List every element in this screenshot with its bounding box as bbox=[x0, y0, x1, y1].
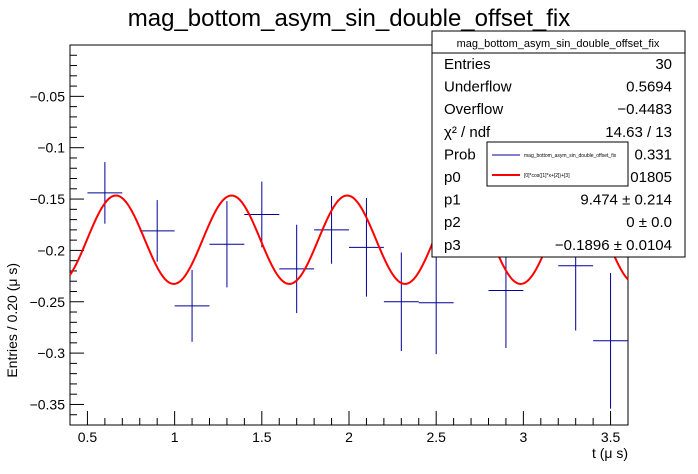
x-tick-label: 1 bbox=[171, 429, 179, 445]
y-tick-label: −0.2 bbox=[37, 242, 65, 258]
data-point bbox=[139, 200, 175, 262]
stats-value: 0.331 bbox=[634, 146, 672, 163]
y-tick-label: −0.15 bbox=[30, 191, 66, 207]
stats-value: 14.63 / 13 bbox=[605, 124, 672, 141]
data-point bbox=[383, 252, 419, 352]
chart-title: mag_bottom_asym_sin_double_offset_fix bbox=[128, 5, 571, 32]
data-point bbox=[174, 269, 210, 342]
legend-frame bbox=[486, 141, 629, 187]
x-tick-label: 3.5 bbox=[601, 429, 621, 445]
stats-value: 0 ± 0.0 bbox=[626, 214, 672, 231]
data-point bbox=[593, 273, 628, 409]
y-axis: −0.35 −0.3 −0.25 −0.2 −0.15 −0.1 −0.05 bbox=[30, 54, 84, 426]
x-tick-label: 1.5 bbox=[252, 429, 272, 445]
y-tick-label: −0.35 bbox=[30, 396, 66, 412]
stats-label: p1 bbox=[444, 192, 461, 209]
data-point bbox=[209, 201, 245, 288]
stats-label: χ² / ndf bbox=[444, 124, 491, 141]
stats-value: 9.474 ± 0.214 bbox=[580, 192, 672, 209]
stats-value: −0.4483 bbox=[617, 101, 672, 118]
stats-label: Entries bbox=[444, 56, 491, 73]
stats-label: p2 bbox=[444, 214, 461, 231]
data-point bbox=[87, 162, 123, 224]
stats-value: 30 bbox=[655, 56, 672, 73]
x-tick-label: 0.5 bbox=[78, 429, 98, 445]
fit-curve bbox=[69, 194, 629, 285]
stats-value: 0.5694 bbox=[626, 79, 672, 96]
stats-label: p3 bbox=[444, 237, 461, 254]
x-tick-label: 2.5 bbox=[426, 429, 446, 445]
legend-entry-data: mag_bottom_asym_sin_double_offset_fix bbox=[524, 153, 617, 159]
x-tick-label: 3 bbox=[519, 429, 527, 445]
y-axis-label: Entries / 0.20 (μ s) bbox=[4, 263, 20, 378]
y-tick-label: −0.1 bbox=[37, 140, 65, 156]
legend-entry-fit: [0]*cos([1]*x+[2])+[3] bbox=[524, 173, 570, 179]
stats-value: 01805 bbox=[630, 169, 672, 186]
y-tick-label: −0.3 bbox=[37, 345, 65, 361]
stats-label: Prob bbox=[444, 146, 476, 163]
data-point bbox=[418, 251, 454, 355]
data-point bbox=[349, 198, 384, 297]
stats-value: −0.1896 ± 0.0104 bbox=[555, 237, 672, 254]
stats-label: p0 bbox=[444, 169, 461, 186]
data-point bbox=[314, 195, 349, 264]
data-points bbox=[87, 162, 628, 409]
y-tick-label: −0.05 bbox=[30, 88, 66, 104]
data-point bbox=[279, 224, 315, 314]
stats-box: mag_bottom_asym_sin_double_offset_fix En… bbox=[431, 30, 686, 258]
x-axis: 0.5 1 1.5 2 2.5 3 3.5 bbox=[69, 411, 629, 445]
stats-label: Underflow bbox=[444, 79, 512, 96]
legend: mag_bottom_asym_sin_double_offset_fix [0… bbox=[486, 141, 629, 187]
x-axis-label: t (μ s) bbox=[592, 445, 628, 461]
y-tick-label: −0.25 bbox=[30, 294, 66, 310]
stats-label: Overflow bbox=[444, 101, 503, 118]
stats-box-title: mag_bottom_asym_sin_double_offset_fix bbox=[457, 38, 660, 50]
x-tick-label: 2 bbox=[345, 429, 353, 445]
